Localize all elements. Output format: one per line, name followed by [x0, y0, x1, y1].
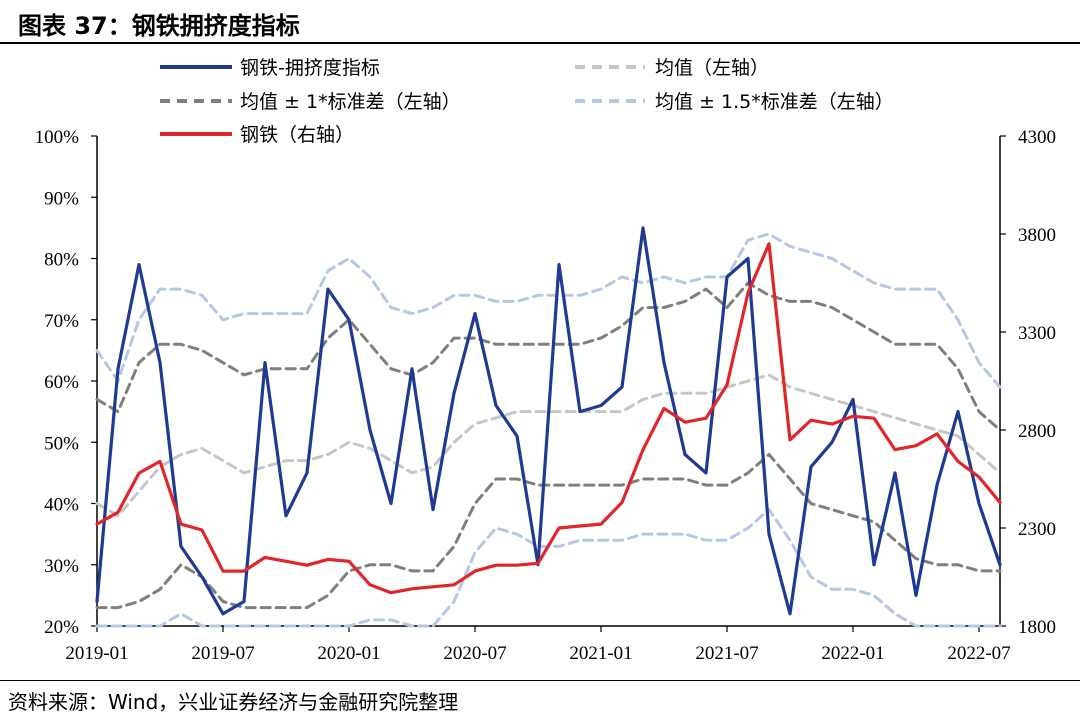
series-line-mean — [95, 373, 1002, 518]
series-line-mean-plus-15sd — [95, 232, 1002, 389]
legend-label-crowding: 钢铁-拥挤度指标 — [240, 57, 380, 79]
legend-label-steel: 钢铁（右轴） — [240, 124, 354, 146]
y-left-tick-label: 60% — [44, 372, 79, 393]
y-left-tick-label: 80% — [44, 250, 79, 271]
legend-label-mean: 均值（左轴） — [655, 57, 769, 79]
y-right-tick-label: 1800 — [1018, 617, 1056, 638]
x-tick-label: 2020-01 — [317, 643, 380, 664]
y-left-tick-label: 20% — [44, 617, 79, 638]
series-line-mean-plus-1sd — [95, 281, 1002, 432]
x-tick-label: 2021-01 — [569, 643, 632, 664]
y-left-tick-label: 100% — [35, 127, 80, 148]
y-right-tick-label: 3300 — [1018, 323, 1056, 344]
y-left-tick-label: 50% — [44, 433, 79, 454]
footer-rule — [0, 680, 1080, 681]
source-note: 资料来源：Wind，兴业证券经济与金融研究院整理 — [8, 690, 459, 714]
legend-label-15sd: 均值 ± 1.5*标准差（左轴） — [655, 91, 894, 113]
title-rule — [0, 42, 1080, 44]
x-tick-label: 2021-07 — [695, 643, 758, 664]
y-right-tick-label: 4300 — [1018, 127, 1056, 148]
chart-title: 图表 37：钢铁拥挤度指标 — [18, 12, 300, 40]
x-tick-label: 2022-01 — [821, 643, 884, 664]
legend-label-1sd: 均值 ± 1*标准差（左轴） — [240, 91, 461, 113]
x-tick-label: 2022-07 — [947, 643, 1010, 664]
y-right-tick-label: 2300 — [1018, 519, 1056, 540]
y-left-tick-label: 40% — [44, 495, 79, 516]
y-right-tick-label: 3800 — [1018, 225, 1056, 246]
header: 图表 37：钢铁拥挤度指标 — [0, 0, 1080, 44]
series-line-crowding-index — [95, 226, 1002, 616]
series-layer — [95, 226, 1002, 628]
y-left-tick-label: 70% — [44, 311, 79, 332]
y-axis-left-ticks: 20% 30% 40% 50% 60% 70% 80% 90% 100% — [35, 127, 97, 638]
y-axis-right-ticks: 1800 2300 2800 3300 3800 4300 — [1000, 127, 1056, 638]
y-left-tick-label: 90% — [44, 188, 79, 209]
x-tick-label: 2019-01 — [65, 643, 128, 664]
legend: 钢铁-拥挤度指标 均值（左轴） 均值 ± 1*标准差（左轴） 均值 ± 1.5*… — [160, 57, 894, 146]
series-line-mean-minus-1sd — [95, 453, 1002, 610]
x-tick-label: 2019-07 — [191, 643, 254, 664]
x-tick-label: 2020-07 — [443, 643, 506, 664]
y-right-tick-label: 2800 — [1018, 421, 1056, 442]
y-left-tick-label: 30% — [44, 556, 79, 577]
series-line-steel-price — [95, 242, 1002, 595]
chart-area: 钢铁-拥挤度指标 均值（左轴） 均值 ± 1*标准差（左轴） 均值 ± 1.5*… — [35, 57, 1056, 664]
x-axis-ticks: 2019-01 2019-07 2020-01 2020-07 2021-01 2021-… — [65, 626, 1011, 664]
